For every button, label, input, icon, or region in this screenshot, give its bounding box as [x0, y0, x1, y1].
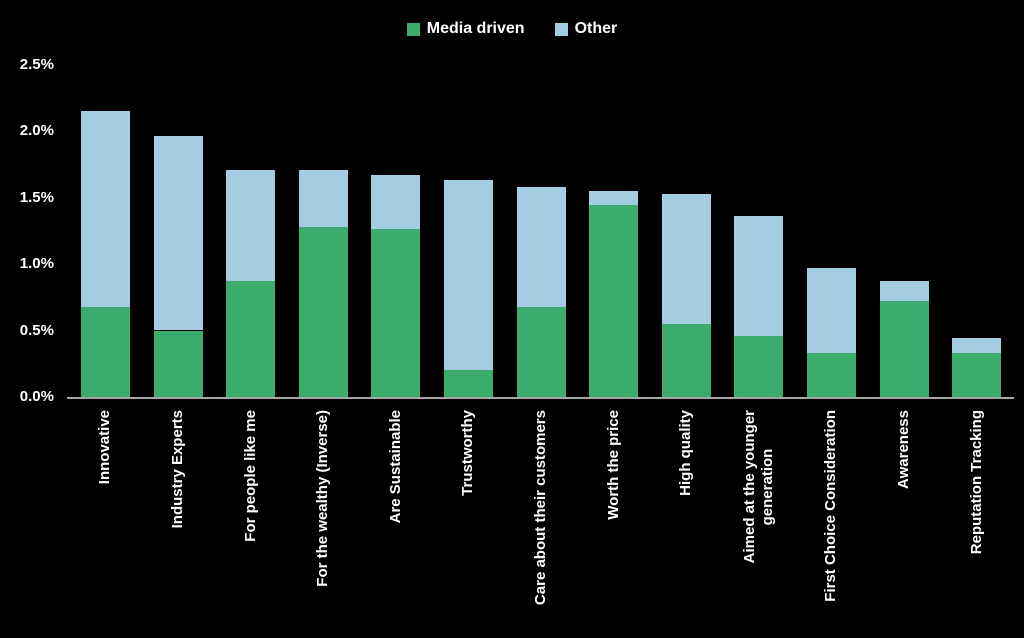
x-axis-category-label: Innovative	[69, 410, 142, 638]
bar-segment-media-driven	[226, 281, 276, 397]
x-axis-line	[67, 397, 1014, 399]
legend-swatch-other-icon	[554, 22, 568, 36]
x-axis-category-text: High quality	[677, 410, 695, 496]
bar-segment-media-driven	[371, 229, 421, 397]
legend-label-other: Other	[574, 20, 618, 37]
bar-segment-other	[153, 136, 203, 331]
y-tick-label: 1.5%	[19, 188, 54, 206]
bar-segment-media-driven	[734, 335, 784, 397]
y-tick-label: 0.0%	[19, 388, 54, 405]
bar-segment-other	[661, 193, 711, 324]
x-axis-category-text: Worth the price	[604, 410, 622, 520]
legend-swatch-media-driven-icon	[406, 22, 420, 36]
x-axis-category-label: Care about their customers	[505, 410, 578, 638]
x-axis-category-text: For people like me	[241, 410, 259, 542]
bar-segment-other	[298, 169, 348, 227]
bar-segment-other	[371, 174, 421, 230]
x-axis-category-label: Awareness	[868, 410, 941, 638]
x-axis-category-text: Industry Experts	[169, 410, 187, 529]
x-axis-category-text: Innovative	[96, 410, 114, 485]
y-tick-label: 0.5%	[19, 321, 54, 339]
bar-segment-other	[952, 338, 1002, 354]
bar-segment-media-driven	[952, 353, 1002, 397]
x-axis-category-text: Are Sustainable	[386, 410, 404, 524]
legend-label-media-driven: Media driven	[426, 20, 525, 37]
x-axis-category-text: First Choice Consideration	[822, 410, 840, 602]
legend: Media driven Other	[0, 20, 1024, 38]
bar-segment-media-driven	[298, 226, 348, 397]
x-axis-category-label: First Choice Consideration	[795, 410, 868, 638]
x-axis-category-label: For the wealthy (Inverse)	[287, 410, 360, 638]
x-axis-category-label: For people like me	[214, 410, 287, 638]
bar-segment-other	[734, 216, 784, 336]
x-axis-category-text: Care about their customers	[532, 410, 550, 606]
x-axis-category-label: Industry Experts	[142, 410, 215, 638]
y-tick-label: 1.0%	[19, 255, 54, 272]
y-tick-label: 2.5%	[19, 55, 54, 73]
x-axis-category-text: Trustworthy	[459, 410, 477, 496]
y-tick-label: 2.0%	[19, 122, 54, 139]
bar-segment-other	[226, 169, 276, 282]
x-axis-category-text: Awareness	[895, 410, 913, 489]
x-axis-category-label: Are Sustainable	[360, 410, 433, 638]
x-axis-category-label: Reputation Tracking	[940, 410, 1013, 638]
bar-segment-media-driven	[153, 330, 203, 397]
legend-item-media-driven: Media driven	[406, 20, 525, 38]
x-axis-category-text: Reputation Tracking	[967, 410, 985, 555]
bar-segment-other	[879, 281, 929, 302]
x-axis-category-text: For the wealthy (Inverse)	[314, 410, 332, 587]
x-axis-category-label: Aimed at the younger generation	[723, 410, 796, 638]
x-axis-category-text: Aimed at the younger generation	[740, 410, 776, 564]
x-axis-category-label: Trustworthy	[432, 410, 505, 638]
bar-segment-media-driven	[589, 205, 639, 397]
legend-item-other: Other	[554, 20, 618, 38]
bar-segment-media-driven	[81, 306, 130, 397]
bar-segment-media-driven	[807, 353, 856, 397]
bar-segment-other	[516, 186, 566, 307]
bar-segment-media-driven	[879, 301, 929, 397]
bar-segment-media-driven	[444, 370, 493, 397]
bar-segment-other	[81, 111, 130, 307]
x-axis-category-label: High quality	[650, 410, 723, 638]
bar-segment-other	[444, 180, 493, 371]
bar-segment-other	[589, 190, 639, 206]
bar-segment-media-driven	[516, 306, 566, 397]
bar-segment-media-driven	[661, 323, 711, 397]
x-axis-category-label: Worth the price	[577, 410, 650, 638]
bar-segment-other	[807, 267, 856, 354]
